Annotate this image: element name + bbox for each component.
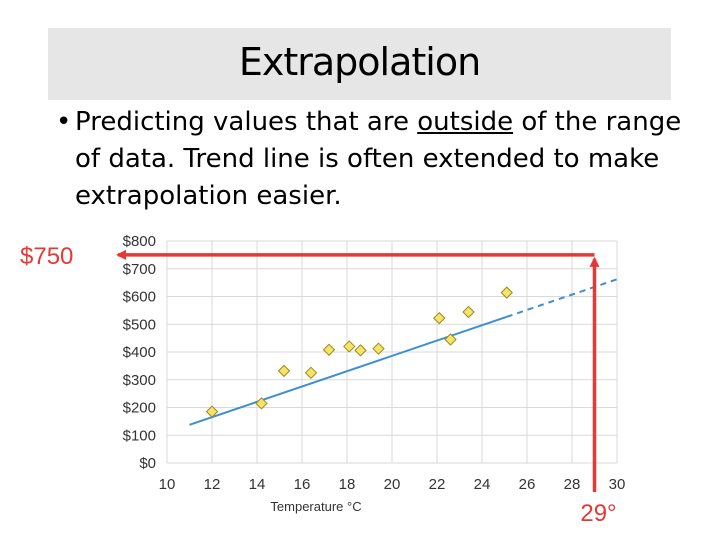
y-tick-label: $100 xyxy=(123,427,156,444)
x-tick-label: 20 xyxy=(384,476,401,493)
data-point xyxy=(372,342,385,355)
x-tick-label: 30 xyxy=(609,476,626,493)
x-tick-label: 24 xyxy=(474,476,491,493)
bullet-text: Predicting values that are outside of th… xyxy=(75,104,686,215)
data-point xyxy=(255,397,268,410)
x-tick-label: 28 xyxy=(564,476,581,493)
y-tick-label: $400 xyxy=(123,344,156,361)
x-tick-label: 10 xyxy=(159,476,176,493)
y-tick-label: $0 xyxy=(139,455,156,472)
x-tick-label: 18 xyxy=(339,476,356,493)
slide-title: Extrapolation xyxy=(238,40,481,84)
y-tick-label: $300 xyxy=(123,372,156,389)
x-tick-label: 26 xyxy=(519,476,536,493)
data-point xyxy=(205,405,219,418)
x-axis-label: Temperature °C xyxy=(270,499,361,514)
y-tick-label: $500 xyxy=(123,316,156,333)
bullet-icon: • xyxy=(56,107,72,137)
x-tick-label: 16 xyxy=(294,476,311,493)
y-tick-label: $200 xyxy=(123,400,156,417)
data-point xyxy=(462,305,475,319)
trend-line-extended xyxy=(506,278,618,318)
data-point xyxy=(277,364,291,378)
bullet-point: • Predicting values that are outside of … xyxy=(56,104,686,215)
data-point xyxy=(343,340,356,353)
extrapolation-x-label: 29° xyxy=(580,500,616,527)
data-point xyxy=(444,333,457,346)
x-tick-label: 14 xyxy=(249,476,266,493)
data-point xyxy=(500,286,513,299)
title-bar: Extrapolation xyxy=(48,28,671,100)
data-point xyxy=(304,366,318,380)
trend-line xyxy=(189,315,508,426)
data-point xyxy=(433,311,446,325)
y-tick-label: $700 xyxy=(123,261,156,278)
bullet-text-after: of the range of data. Trend line is ofte… xyxy=(75,107,682,211)
y-tick-label: $800 xyxy=(123,233,156,250)
data-point xyxy=(322,343,336,356)
y-tick-label: $600 xyxy=(123,289,156,306)
bullet-text-emphasis: outside xyxy=(417,107,514,137)
bullet-text-before: Predicting values that are xyxy=(75,107,418,137)
data-point xyxy=(354,344,367,357)
extrapolation-y-label: $750 xyxy=(20,243,73,270)
x-tick-label: 12 xyxy=(204,476,221,493)
x-tick-label: 22 xyxy=(429,476,446,493)
